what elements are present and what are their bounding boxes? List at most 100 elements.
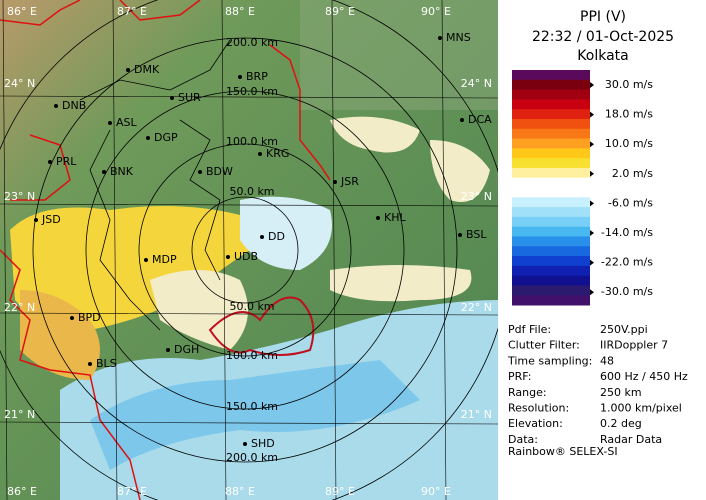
city-dot [48, 160, 52, 164]
city-dot [70, 316, 74, 320]
colorbar-segment [512, 89, 590, 100]
city-dot [260, 235, 264, 239]
info-value: Radar Data [600, 433, 662, 446]
panel-title: PPI (V) [580, 9, 626, 25]
colorbar-segment [512, 246, 590, 257]
echo-cream [150, 270, 248, 350]
colorbar-segment [512, 70, 590, 81]
range-ring [32, 37, 458, 463]
range-label: 100.0 km [226, 135, 278, 148]
city-label: DCA [468, 113, 492, 126]
colorbar-segment [512, 207, 590, 218]
colorbar-segment [512, 148, 590, 159]
state-border [0, 0, 331, 500]
colorbar-segment [512, 216, 590, 228]
colorbar-pointer [590, 289, 594, 296]
lat-label-right: 21° N [461, 408, 492, 421]
city-dot [243, 442, 247, 446]
colorbar-segment [512, 138, 590, 149]
echo-light [240, 196, 332, 270]
lon-label-bottom: 88° E [225, 485, 255, 498]
city-dot [102, 170, 106, 174]
city-label: MDP [152, 253, 177, 266]
city-label: JSD [41, 213, 61, 226]
colorbar-segment [512, 167, 590, 179]
colorbar-pointer [590, 141, 594, 148]
parallel [0, 421, 499, 425]
colorbar-segment [512, 285, 590, 296]
city-label: MNS [446, 31, 471, 44]
city-dot [438, 36, 442, 40]
echo-yellow [10, 206, 250, 330]
city-dot [333, 180, 337, 184]
city-label: BLS [96, 357, 117, 370]
city-dot [460, 118, 464, 122]
meridian [331, 0, 337, 500]
lon-label-bottom: 86° E [7, 485, 37, 498]
lat-label-left: 22° N [4, 301, 35, 314]
info-key: Time sampling: [507, 354, 592, 367]
city-dot [108, 121, 112, 125]
district-border [79, 39, 231, 331]
colorbar-label: 10.0 m/s [605, 137, 653, 150]
colorbar-pointer [590, 230, 594, 236]
colorbar-label: -14.0 m/s [601, 226, 653, 239]
range-label: 150.0 km [226, 400, 278, 413]
meridian [2, 0, 8, 500]
colorbar-segment [512, 79, 590, 91]
colorbar-label: 30.0 m/s [605, 78, 653, 91]
city-dot [166, 348, 170, 352]
city-label: BNK [110, 165, 134, 178]
range-label: 100.0 km [226, 349, 278, 362]
city-dot [170, 96, 174, 100]
city-label: KHL [384, 211, 406, 224]
lon-label-top: 89° E [325, 5, 355, 18]
info-key: Pdf File: [508, 323, 551, 336]
city-label: DGP [154, 131, 178, 144]
lon-label-bottom: 89° E [325, 485, 355, 498]
lat-label-right: 22° N [461, 301, 492, 314]
city-dot [198, 170, 202, 174]
city-label: DD [268, 230, 285, 243]
colorbar-label: -22.0 m/s [601, 256, 653, 269]
parallel [0, 203, 499, 207]
range-label: 50.0 km [229, 185, 274, 198]
colorbar-segment [512, 158, 590, 169]
colorbar-segment [512, 295, 590, 306]
parallel [0, 312, 499, 316]
city-dot [54, 104, 58, 108]
city-dot [144, 258, 148, 262]
city-label: BSL [466, 228, 487, 241]
info-value: IIRDoppler 7 [600, 339, 668, 352]
colorbar-segment [512, 226, 590, 237]
lon-label-bottom: 87° E [117, 485, 147, 498]
city-label: BDW [206, 165, 233, 178]
city-label: SUR [178, 91, 201, 104]
city-dot [238, 75, 242, 79]
echo-orange [20, 290, 100, 380]
colorbar-segment [512, 275, 590, 286]
coastline-delta [208, 296, 315, 356]
range-ring [85, 90, 405, 410]
city-label: KRG [266, 147, 289, 160]
colorbar-segment [512, 109, 590, 120]
meridian [221, 0, 227, 500]
colorbar-segment [512, 256, 590, 267]
footer: Rainbow® SELEX-SI [508, 445, 618, 458]
colorbar-segment [512, 236, 590, 247]
colorbar-label: 18.0 m/s [605, 108, 653, 121]
lat-label-left: 24° N [4, 77, 35, 90]
lon-label-top: 87° E [117, 5, 147, 18]
info-value: 250 km [600, 386, 642, 399]
lon-label-top: 88° E [225, 5, 255, 18]
panel-location: Kolkata [577, 48, 628, 64]
lon-label-top: 86° E [7, 5, 37, 18]
colorbar-label: -30.0 m/s [601, 285, 653, 298]
range-label: 200.0 km [226, 451, 278, 464]
parallel [0, 95, 499, 99]
info-key: Clutter Filter: [508, 339, 580, 352]
city-label: DNB [62, 99, 86, 112]
city-label: BRP [246, 70, 268, 83]
